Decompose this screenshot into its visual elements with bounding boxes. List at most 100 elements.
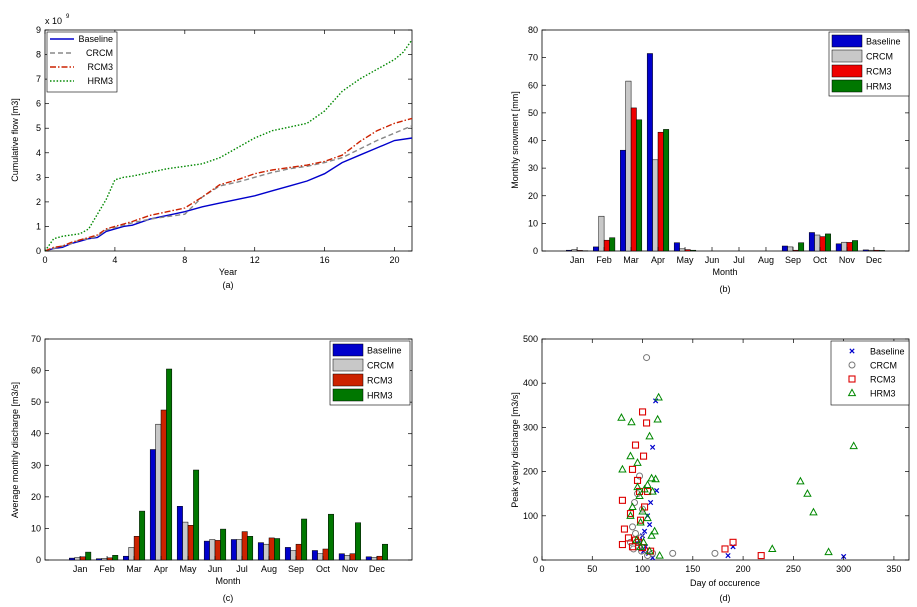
scatter-point (632, 535, 641, 544)
scatter-point (649, 444, 656, 450)
y-tick-label: 0 (36, 555, 41, 565)
x-axis-label-d: Day of occurence (690, 578, 760, 588)
legend-marker-stroke (849, 348, 855, 354)
bar (879, 250, 885, 252)
legend-swatch (332, 343, 364, 357)
bar (630, 107, 637, 252)
legend-label: HRM3 (87, 76, 113, 86)
bar (236, 539, 243, 561)
bar (85, 551, 92, 561)
bar (241, 531, 248, 561)
bar (74, 557, 81, 561)
y-tick-label: 0 (36, 246, 41, 256)
bar (566, 249, 572, 252)
y-tick-label: 5 (36, 123, 41, 133)
legend-label: Baseline (78, 34, 113, 44)
bar (149, 449, 156, 561)
x-tick-label: Sep (785, 255, 801, 265)
bar (625, 80, 632, 252)
bar (290, 550, 297, 561)
y-tick-label: 6 (36, 99, 41, 109)
y-tick-label: 0 (533, 246, 538, 256)
bar (133, 536, 140, 561)
x-tick-label: Jan (570, 255, 585, 265)
scatter-point (645, 431, 654, 440)
x-tick-label: Jul (236, 564, 248, 574)
legend-box-d (830, 340, 910, 406)
bar (139, 510, 146, 561)
bar (365, 556, 372, 561)
y-tick-label: 50 (528, 108, 538, 118)
bar (819, 236, 826, 252)
bar (96, 558, 102, 561)
y-tick-label: 10 (31, 523, 41, 533)
x-tick-label: Jan (73, 564, 88, 574)
scatter-point (654, 392, 663, 401)
scatter-point (636, 542, 645, 550)
scatter-point (618, 496, 626, 504)
x-tick-label: Mar (623, 255, 639, 265)
bar (328, 513, 334, 561)
x-tick-label: May (677, 255, 695, 265)
x-tick-label: Nov (342, 564, 359, 574)
x-tick-label: 100 (635, 564, 650, 574)
legend-swatch (831, 64, 863, 78)
bar (69, 557, 75, 561)
scatter-point (626, 510, 635, 518)
bar (112, 555, 119, 561)
scatter-point (643, 354, 651, 362)
bar (176, 506, 183, 561)
scatter-point (628, 523, 636, 531)
scatter-point-stroke (725, 552, 731, 559)
scatter-point (628, 502, 637, 511)
x-tick-label: 300 (836, 564, 851, 574)
scatter-point (636, 517, 645, 526)
x-tick-label: Jun (208, 564, 223, 574)
legend-swatch (332, 358, 364, 372)
bar (193, 469, 200, 561)
y-tick-label: 4 (36, 148, 41, 158)
series-line (44, 125, 413, 252)
scatter-point (639, 505, 647, 513)
legend-d: Baseline CRCM RCM3 HRM3 (830, 340, 910, 406)
bar (106, 557, 113, 561)
bar (355, 522, 361, 561)
bar (284, 547, 291, 561)
y-tick-label: 3 (36, 172, 41, 182)
bar (79, 556, 86, 561)
bar (663, 129, 670, 252)
series-line (44, 137, 413, 252)
bars-b (566, 53, 885, 252)
scatter-point (646, 522, 653, 528)
scatter-point (768, 544, 777, 553)
x-ticks-b: Jan Feb Mar Apr May Jun Jul Aug Sep Oct Nov Dec (570, 247, 882, 265)
bar (349, 553, 356, 561)
y-tick-label: 200 (523, 467, 538, 477)
x-axis-label-c: Month (215, 576, 240, 586)
bars-c (69, 368, 388, 561)
bar (798, 242, 805, 252)
scatter-point (725, 552, 731, 559)
x-tick-label: Aug (261, 564, 277, 574)
bar (781, 245, 788, 252)
scatter-point (641, 528, 648, 534)
x-tick-label: Sep (288, 564, 304, 574)
bar (247, 536, 254, 561)
x-tick-label: 150 (685, 564, 700, 574)
scatter-point (635, 491, 644, 500)
bar (220, 528, 227, 561)
y-tick-label: 8 (36, 50, 41, 60)
y-axis-label-c: Average monthly discharge [m3/s] (10, 382, 20, 518)
scatter-point-stroke (647, 499, 654, 506)
y-ticks-d: 0 100 200 300 400 500 (523, 334, 909, 565)
bar (576, 250, 583, 252)
bar (160, 409, 167, 561)
scatter-point (669, 549, 677, 557)
scatter-point (638, 506, 647, 515)
bar (123, 555, 129, 561)
x-tick-label: 0 (42, 255, 47, 265)
legend-label: Baseline (866, 37, 901, 47)
y-tick-label: 400 (523, 378, 538, 388)
